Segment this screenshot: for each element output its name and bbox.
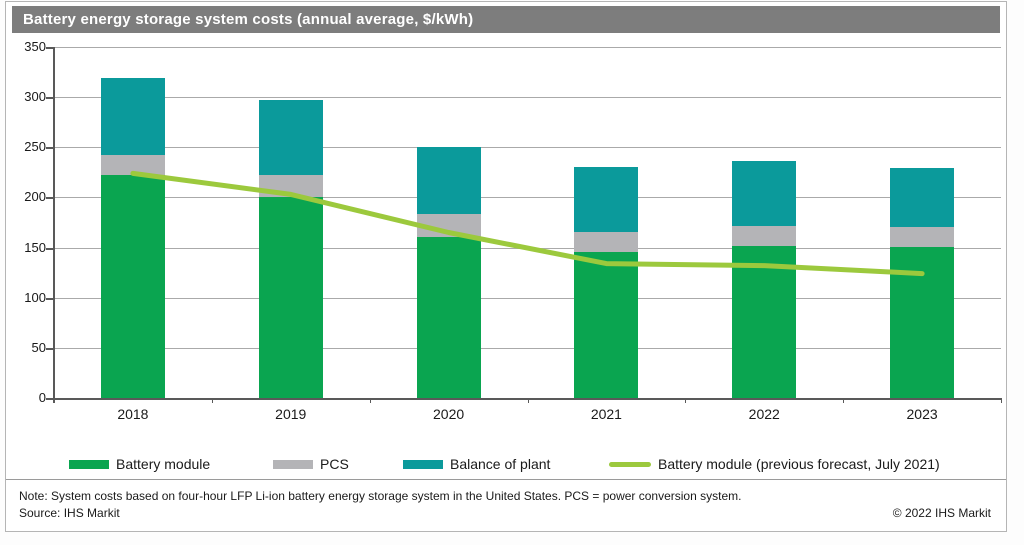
segment-balance-of-plant [732, 161, 797, 226]
segment-battery-module [416, 236, 481, 398]
y-tick-150 [46, 247, 54, 250]
x-axis-label-2021: 2021 [590, 406, 622, 422]
x-axis-label-2020: 2020 [433, 406, 465, 422]
x-tick-4 [685, 398, 687, 403]
segment-pcs [574, 231, 639, 252]
bar-2023 [890, 47, 955, 398]
segment-balance-of-plant [258, 100, 323, 176]
segment-balance-of-plant [574, 167, 639, 232]
gridline-300 [54, 97, 1001, 99]
y-tick-300 [46, 97, 54, 100]
segment-balance-of-plant [100, 78, 165, 156]
y-axis-label-300: 300 [24, 89, 46, 105]
gridline-100 [54, 297, 1001, 299]
legend-label: Battery module (previous forecast, July … [658, 456, 940, 472]
x-axis-label-2019: 2019 [275, 406, 307, 422]
segment-battery-module [732, 245, 797, 398]
y-axis-label-0: 0 [38, 390, 46, 405]
y-tick-50 [46, 347, 54, 350]
y-tick-0 [46, 398, 54, 400]
legend-color-swatch [273, 459, 313, 469]
y-axis-label-50: 50 [31, 339, 46, 355]
x-axis-label-2023: 2023 [906, 406, 938, 422]
legend-item-battery-module: Battery module [69, 454, 210, 474]
segment-pcs [100, 155, 165, 176]
footer-separator [6, 479, 1006, 480]
legend-item-battery-module-previous-foreca: Battery module (previous forecast, July … [609, 454, 940, 474]
chart-title: Battery energy storage system costs (ann… [23, 11, 474, 28]
bar-2018 [100, 47, 165, 398]
gridline-250 [54, 147, 1001, 149]
segment-balance-of-plant [416, 147, 481, 215]
y-axis-label-200: 200 [24, 189, 46, 205]
segment-pcs [732, 225, 797, 246]
y-axis-label-100: 100 [24, 289, 46, 305]
copyright-text: © 2022 IHS Markit [892, 506, 991, 520]
bar-2020 [416, 47, 481, 398]
bar-2021 [574, 47, 639, 398]
footnote-text: Note: System costs based on four-hour LF… [19, 489, 742, 503]
segment-battery-module [574, 251, 639, 398]
bar-2022 [732, 47, 797, 398]
y-tick-100 [46, 297, 54, 300]
legend-label: Battery module [116, 456, 211, 472]
legend-color-swatch [69, 459, 109, 469]
x-axis-label-2022: 2022 [748, 406, 780, 422]
gridline-200 [54, 197, 1001, 199]
x-tick-2 [369, 398, 371, 403]
x-tick-6 [1001, 398, 1002, 403]
bar-2019 [258, 47, 323, 398]
legend-line-swatch [609, 461, 651, 467]
chart-title-bar: Battery energy storage system costs (ann… [12, 6, 1000, 33]
plot-area [54, 47, 1001, 400]
segment-battery-module [258, 197, 323, 398]
segment-battery-module [100, 175, 165, 398]
segment-battery-module [890, 246, 955, 398]
gridline-150 [54, 247, 1001, 249]
y-tick-200 [46, 197, 54, 200]
legend-label: Balance of plant [450, 456, 551, 472]
chart-frame: Battery energy storage system costs (ann… [5, 1, 1007, 532]
y-axis-label-150: 150 [24, 239, 46, 255]
y-tick-350 [46, 47, 54, 49]
x-axis-label-2018: 2018 [117, 406, 149, 422]
x-tick-3 [527, 398, 529, 403]
segment-pcs [258, 175, 323, 198]
x-tick-5 [843, 398, 845, 403]
legend-item-balance-of-plant: Balance of plant [403, 454, 550, 474]
legend-item-pcs: PCS [273, 454, 349, 474]
x-tick-1 [211, 398, 213, 403]
y-axis-label-350: 350 [24, 39, 46, 54]
y-tick-250 [46, 147, 54, 150]
forecast-line [130, 170, 925, 277]
y-axis-line [53, 47, 55, 403]
legend-color-swatch [403, 459, 443, 469]
segment-pcs [890, 226, 955, 247]
segment-pcs [416, 214, 481, 237]
legend-label: PCS [320, 456, 349, 472]
segment-balance-of-plant [890, 168, 955, 227]
y-axis-label-250: 250 [24, 139, 46, 155]
gridline-350 [54, 47, 1001, 48]
source-text: Source: IHS Markit [19, 506, 120, 520]
gridline-50 [54, 347, 1001, 349]
